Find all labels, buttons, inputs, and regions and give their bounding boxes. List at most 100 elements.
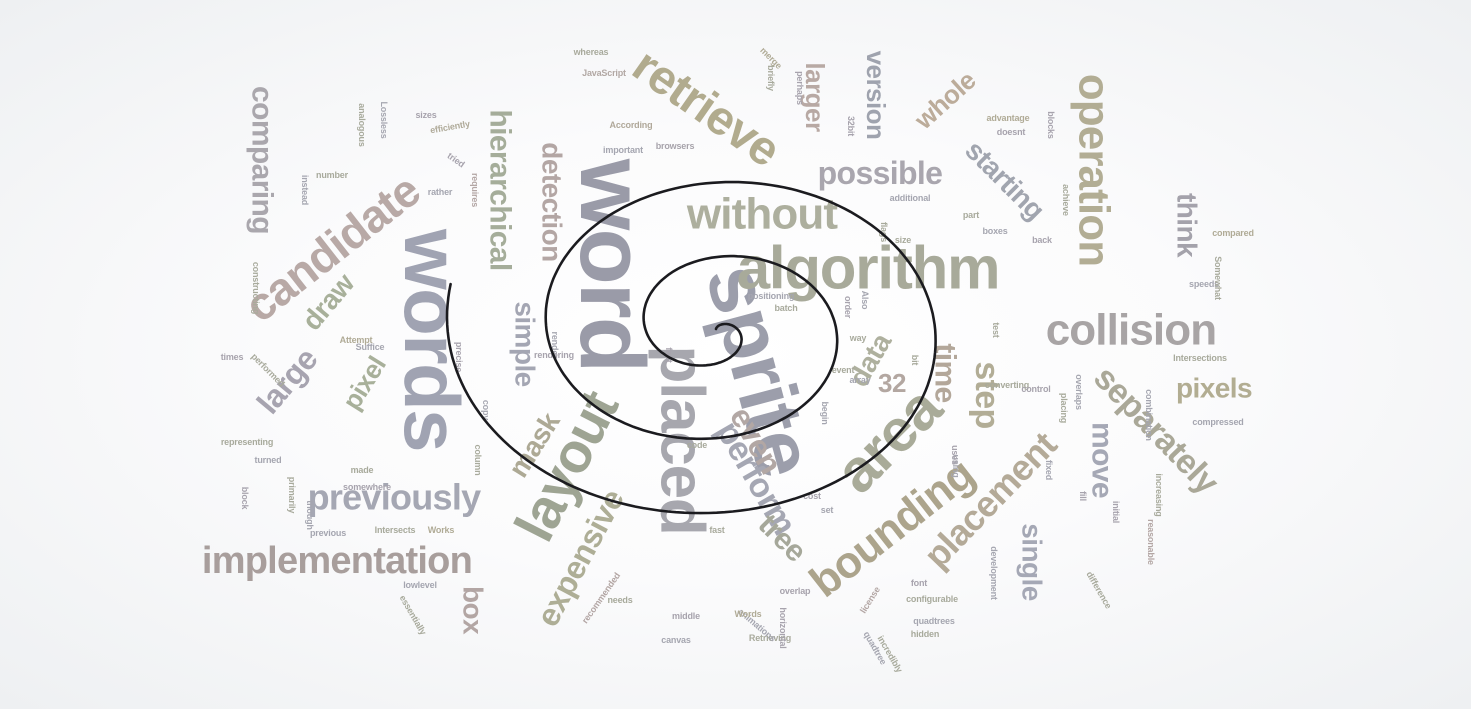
cloud-word-constructing: constructing xyxy=(251,262,261,314)
cloud-word-single: single xyxy=(1017,523,1048,601)
cloud-word-somewhere: somewhere xyxy=(343,482,391,492)
cloud-word-event: event xyxy=(832,365,855,375)
cloud-word-quadtrees: quadtrees xyxy=(913,616,955,626)
cloud-word-canvas: canvas xyxy=(661,635,691,645)
cloud-word-previously: previously xyxy=(308,477,482,518)
cloud-word-times: times xyxy=(221,352,244,362)
cloud-word-placing: placing xyxy=(1059,393,1069,423)
cloud-word-whereas: whereas xyxy=(573,47,609,57)
cloud-word-doesnt: doesnt xyxy=(997,127,1026,137)
cloud-word-part: part xyxy=(963,210,979,220)
cloud-word-primarily: primarily xyxy=(287,477,297,514)
cloud-word-blocks: blocks xyxy=(1046,111,1056,139)
cloud-word-set: set xyxy=(821,505,834,515)
cloud-word-analogous: analogous xyxy=(357,103,367,147)
cloud-word-fixed: fixed xyxy=(1044,460,1054,480)
cloud-word-32: 32 xyxy=(878,368,906,398)
cloud-word-time: time xyxy=(929,343,962,402)
cloud-word-think: think xyxy=(1172,193,1203,258)
cloud-word-sizes: sizes xyxy=(415,110,436,120)
cloud-word-somewhat: Somewhat xyxy=(1213,256,1223,300)
cloud-word-words: words xyxy=(388,228,476,451)
cloud-word-according: According xyxy=(610,120,653,130)
cloud-word-configurable: configurable xyxy=(906,594,958,604)
cloud-word-horizontal: horizontal xyxy=(778,607,788,648)
cloud-word-overlap: overlap xyxy=(780,586,811,596)
cloud-word-increasing: increasing xyxy=(1154,473,1164,516)
cloud-word-browsers: browsers xyxy=(656,141,695,151)
cloud-word-implementation: implementation xyxy=(202,540,472,582)
cloud-word-reasonable: reasonable xyxy=(1146,519,1156,565)
cloud-word-achieve: achieve xyxy=(1061,184,1071,216)
cloud-word-box: box xyxy=(458,586,489,635)
cloud-word-positioning: positioning xyxy=(748,291,795,301)
cloud-word-pixels: pixels xyxy=(1176,373,1252,404)
cloud-word-intersections: Intersections xyxy=(1173,353,1227,363)
cloud-word-batch: batch xyxy=(774,303,797,313)
cloud-word-pixel: pixel xyxy=(336,351,391,415)
cloud-word-words: Words xyxy=(735,609,762,619)
cloud-word-fill: fill xyxy=(1078,491,1088,501)
cloud-word-hierarchical: hierarchical xyxy=(484,109,517,270)
cloud-word-requires: requires xyxy=(470,173,480,207)
cloud-word-hidden: hidden xyxy=(911,629,939,639)
cloud-word-word: word xyxy=(561,158,663,371)
cloud-word-development: development xyxy=(989,546,999,600)
cloud-word-detection: detection xyxy=(537,142,568,261)
cloud-word-works: Works xyxy=(428,525,455,535)
cloud-word-move: move xyxy=(1086,422,1119,498)
cloud-word-font: font xyxy=(911,578,927,588)
cloud-word-boxes: boxes xyxy=(982,226,1007,236)
cloud-word-way: way xyxy=(849,333,867,343)
cloud-word-initial: initial xyxy=(1111,501,1121,523)
cloud-word-back: back xyxy=(1032,235,1053,245)
cloud-word-representing: representing xyxy=(221,437,273,447)
cloud-word-begin: begin xyxy=(820,401,830,424)
cloud-word-license: license xyxy=(858,585,882,615)
cloud-word-code: code xyxy=(687,440,707,450)
cloud-word-version: version xyxy=(861,51,891,140)
cloud-word-instead: instead xyxy=(300,175,310,205)
cloud-word-32bit: 32bit xyxy=(846,116,856,136)
cloud-word-suffice: Suffice xyxy=(356,342,385,352)
cloud-word-control: control xyxy=(1021,384,1050,394)
cloud-word-compared: compared xyxy=(1212,228,1254,238)
cloud-word-comparing: comparing xyxy=(246,86,279,234)
cloud-word-combination: combination xyxy=(1144,389,1154,441)
cloud-word-collision: collision xyxy=(1046,306,1217,355)
cloud-word-overlaps: overlaps xyxy=(1074,374,1084,410)
cloud-word-briefly: briefly xyxy=(766,65,776,91)
cloud-word-test: test xyxy=(991,322,1001,337)
cloud-word-important: important xyxy=(603,145,643,155)
cloud-word-turned: turned xyxy=(255,455,282,465)
cloud-word-perhaps: perhaps xyxy=(795,71,805,105)
cloud-word-lossless: Lossless xyxy=(379,101,389,138)
cloud-word-also: Also xyxy=(860,291,870,310)
cloud-word-retrieve: retrieve xyxy=(623,39,789,178)
cloud-word-intersects: Intersects xyxy=(375,525,416,535)
cloud-word-lowlevel: lowlevel xyxy=(403,580,437,590)
cloud-word-bit: bit xyxy=(910,355,920,366)
cloud-word-uses: uses xyxy=(950,445,960,465)
cloud-word-efficiently: efficiently xyxy=(429,119,470,136)
cloud-word-made: made xyxy=(351,465,374,475)
cloud-word-whole: whole xyxy=(908,65,982,136)
cloud-word-difference: difference xyxy=(1084,570,1113,611)
cloud-word-column: column xyxy=(473,445,483,476)
cloud-word-simple: simple xyxy=(510,301,541,386)
cloud-word-array: array xyxy=(849,375,870,385)
cloud-word-middle: middle xyxy=(672,611,700,621)
cloud-word-additional: additional xyxy=(890,193,931,203)
cloud-word-needs: needs xyxy=(607,595,632,605)
cloud-word-compressed: compressed xyxy=(1192,417,1243,427)
cloud-word-step: step xyxy=(968,361,1006,428)
cloud-word-javascript: JavaScript xyxy=(582,68,626,78)
cloud-word-block: block xyxy=(240,487,250,511)
cloud-word-essentially: essentially xyxy=(398,593,429,636)
cloud-word-fast: fast xyxy=(709,525,724,535)
cloud-word-possible: possible xyxy=(818,155,943,191)
cloud-word-though: though xyxy=(305,500,315,529)
cloud-word-rather: rather xyxy=(428,187,453,197)
